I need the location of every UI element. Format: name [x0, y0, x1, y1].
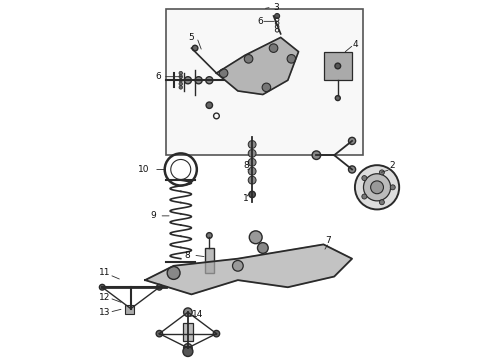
Bar — [323, 52, 352, 80]
Circle shape — [179, 86, 183, 89]
Circle shape — [195, 77, 202, 84]
Circle shape — [379, 170, 384, 175]
Circle shape — [184, 308, 192, 316]
Text: 10: 10 — [138, 165, 149, 174]
Text: 3: 3 — [273, 3, 279, 12]
Circle shape — [192, 45, 198, 51]
Polygon shape — [217, 37, 298, 95]
Text: 2: 2 — [390, 161, 395, 170]
Circle shape — [179, 71, 183, 75]
Circle shape — [220, 69, 228, 77]
Circle shape — [206, 102, 213, 108]
Circle shape — [183, 346, 193, 356]
Text: 4: 4 — [352, 40, 358, 49]
Text: 6: 6 — [156, 72, 162, 81]
Circle shape — [179, 82, 183, 86]
Circle shape — [213, 330, 220, 337]
Circle shape — [167, 266, 180, 279]
Circle shape — [233, 261, 243, 271]
Circle shape — [262, 83, 270, 92]
Circle shape — [99, 284, 105, 290]
Circle shape — [179, 78, 183, 82]
Circle shape — [348, 166, 356, 173]
Circle shape — [370, 181, 384, 194]
Text: 9: 9 — [150, 211, 156, 220]
Circle shape — [287, 55, 295, 63]
Circle shape — [206, 77, 213, 84]
Circle shape — [248, 149, 256, 157]
Circle shape — [257, 243, 268, 253]
Text: 5: 5 — [188, 33, 194, 42]
Circle shape — [390, 185, 395, 190]
Circle shape — [355, 165, 399, 210]
Circle shape — [312, 151, 320, 159]
Circle shape — [128, 306, 134, 311]
Circle shape — [379, 200, 384, 205]
Text: 11: 11 — [98, 269, 110, 278]
Text: 1: 1 — [243, 194, 249, 203]
Circle shape — [335, 63, 341, 69]
Bar — [183, 323, 193, 341]
Circle shape — [362, 176, 367, 181]
Circle shape — [156, 330, 163, 337]
Text: 13: 13 — [98, 308, 110, 317]
Text: 8: 8 — [243, 161, 249, 170]
Polygon shape — [145, 244, 352, 294]
Circle shape — [348, 138, 356, 144]
Text: 14: 14 — [192, 310, 203, 319]
Circle shape — [249, 191, 255, 198]
Circle shape — [248, 167, 256, 175]
Circle shape — [248, 140, 256, 148]
Circle shape — [179, 75, 183, 78]
Circle shape — [249, 231, 262, 244]
Circle shape — [184, 77, 192, 84]
Circle shape — [206, 233, 212, 238]
Circle shape — [184, 344, 192, 352]
Bar — [125, 305, 134, 314]
Bar — [167, 9, 363, 155]
Circle shape — [364, 174, 391, 201]
Circle shape — [362, 194, 367, 199]
Circle shape — [270, 44, 278, 53]
Text: 6: 6 — [257, 17, 263, 26]
Circle shape — [274, 14, 280, 18]
Circle shape — [248, 158, 256, 166]
Circle shape — [245, 55, 253, 63]
Circle shape — [248, 176, 256, 184]
Circle shape — [156, 284, 162, 290]
Circle shape — [335, 96, 340, 100]
Bar — [205, 248, 214, 273]
Text: 12: 12 — [98, 293, 110, 302]
Text: 8: 8 — [184, 251, 190, 260]
Text: 7: 7 — [325, 237, 331, 246]
